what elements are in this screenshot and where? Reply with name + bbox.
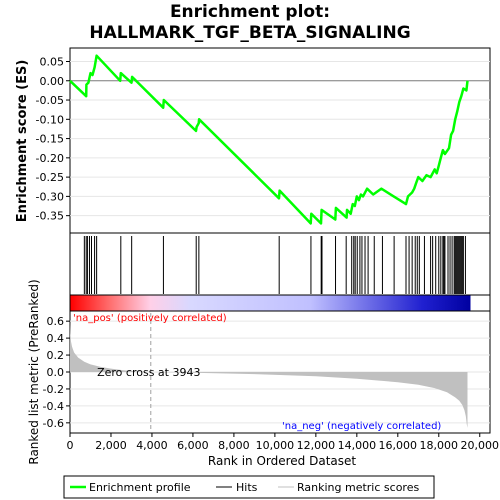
negative-correlation-label: 'na_neg' (negatively correlated) <box>282 421 441 432</box>
metric-y-tick-label: 0.0 <box>47 366 65 379</box>
x-axis-label: Rank in Ordered Dataset <box>208 454 356 468</box>
x-axis-ticks: 0 2,000 4,000 6,000 8,000 10,000 12,000 14,000 1… <box>67 433 500 452</box>
es-y-tick-label: 0.00 <box>40 75 65 88</box>
x-tick-label: 20,000 <box>461 439 500 452</box>
x-tick-label: 14,000 <box>338 439 377 452</box>
x-tick-label: 6,000 <box>177 439 209 452</box>
chart-title: Enrichment plot: HALLMARK_TGF_BETA_SIGNA… <box>0 2 500 44</box>
chart-title-line2: HALLMARK_TGF_BETA_SIGNALING <box>89 23 411 43</box>
positive-correlation-label: 'na_pos' (positively correlated) <box>73 313 227 324</box>
es-panel-frame <box>69 47 491 234</box>
es-y-tick-label: -0.25 <box>36 171 64 184</box>
es-y-tick-label: -0.35 <box>36 210 64 223</box>
es-panel-y-axis-label: Enrichment score (ES) <box>15 60 30 223</box>
enrichment-profile-line <box>69 54 469 225</box>
rank-color-bar <box>70 295 471 311</box>
x-tick-label: 16,000 <box>379 439 418 452</box>
legend-hits-label: Hits <box>236 481 258 494</box>
metric-panel-y-ticks: 0.6 0.4 0.2 0.0 -0.2 -0.4 -0.6 <box>43 315 70 430</box>
es-y-tick-label: -0.10 <box>36 113 64 126</box>
x-tick-label: 0 <box>67 439 74 452</box>
ranking-metric-area <box>70 319 468 428</box>
x-tick-label: 8,000 <box>218 439 250 452</box>
x-tick-label: 18,000 <box>420 439 459 452</box>
hits-ticks <box>83 236 466 294</box>
es-y-tick-label: -0.05 <box>36 94 64 107</box>
es-y-tick-label: -0.30 <box>36 190 64 203</box>
x-tick-label: 10,000 <box>256 439 295 452</box>
chart-title-line1: Enrichment plot: <box>169 2 331 22</box>
x-tick-label: 12,000 <box>297 439 336 452</box>
x-tick-label: 2,000 <box>95 439 127 452</box>
metric-y-tick-label: 0.4 <box>47 332 65 345</box>
es-y-tick-label: -0.20 <box>36 152 64 165</box>
metric-y-tick-label: -0.4 <box>43 400 64 413</box>
legend-box <box>63 475 435 499</box>
metric-y-tick-label: 0.6 <box>47 315 65 328</box>
x-tick-label: 4,000 <box>136 439 168 452</box>
metric-y-tick-label: -0.6 <box>43 417 64 430</box>
legend-metric-label: Ranking metric scores <box>297 481 419 494</box>
legend-enrichment-label: Enrichment profile <box>89 481 191 494</box>
metric-y-tick-label: -0.2 <box>43 383 64 396</box>
hits-panel-frame <box>69 232 491 296</box>
es-y-tick-label: -0.15 <box>36 133 64 146</box>
zero-cross-annotation: Zero cross at 3943 <box>97 366 200 379</box>
metric-panel-y-axis-label: Ranked list metric (PreRanked) <box>27 279 41 464</box>
es-panel-y-ticks: 0.05 0.00 -0.05 -0.10 -0.15 -0.20 -0.25 -0.30 -0… <box>36 55 70 223</box>
metric-y-tick-label: 0.2 <box>47 349 65 362</box>
es-y-tick-label: 0.05 <box>40 55 65 68</box>
